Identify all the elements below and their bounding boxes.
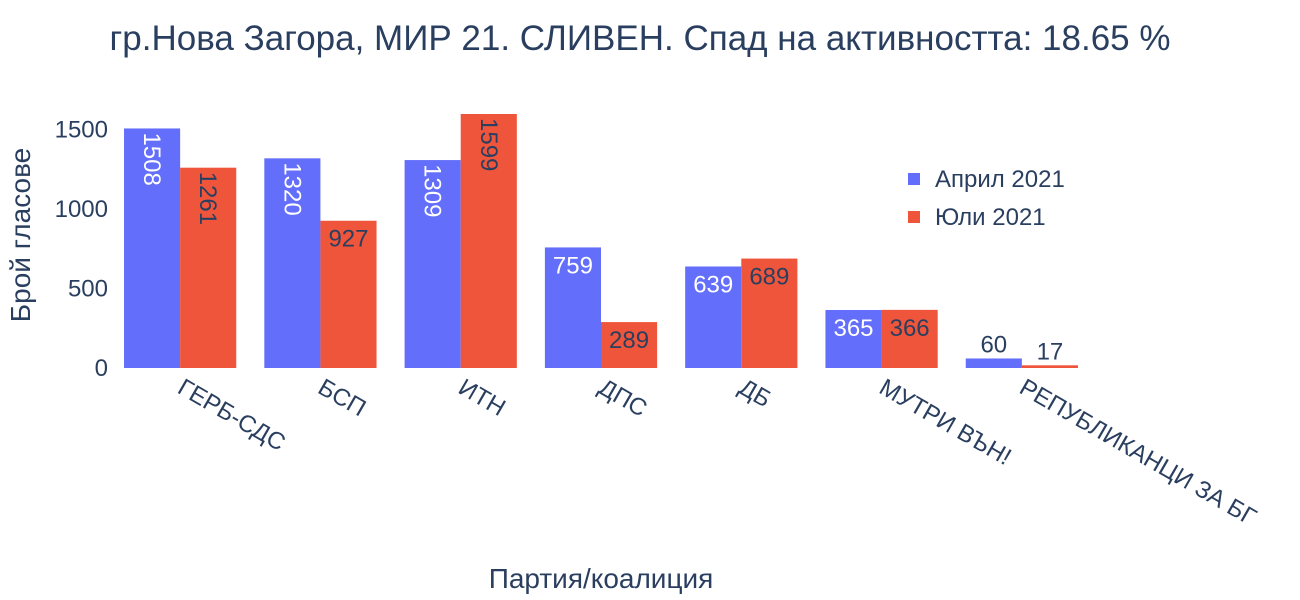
x-axis-title: Партия/коалиция xyxy=(489,563,714,594)
bar xyxy=(404,160,461,368)
bar-value-label: 60 xyxy=(980,331,1007,358)
bar-value-label: 1261 xyxy=(194,172,221,225)
bar xyxy=(124,128,181,368)
legend-swatch xyxy=(908,211,920,223)
chart-title: гр.Нова Загора, МИР 21. СЛИВЕН. Спад на … xyxy=(110,19,1171,58)
x-axis: ГЕРБ-СДС БСП ИТН ДПС ДБ МУТРИ ВЪН! РЕПУБЛИКАНЦ… xyxy=(173,374,1260,531)
x-tick-label: БСП xyxy=(313,374,370,422)
bar xyxy=(825,310,882,368)
bar xyxy=(180,167,237,368)
y-tick-label: 1000 xyxy=(55,196,108,223)
y-tick-label: 500 xyxy=(68,276,108,303)
bar-value-label: 1309 xyxy=(419,164,446,217)
bar-value-label: 759 xyxy=(553,252,593,279)
y-axis-title: Брой гласове xyxy=(5,148,36,322)
x-tick-label: РЕПУБЛИКАНЦИ ЗА БГ xyxy=(1015,374,1261,531)
y-tick-label: 1500 xyxy=(55,117,108,144)
bar-labels: 1508 1261 1320 927 1309 1599 759 289 639 689 365 36… xyxy=(138,118,1063,365)
bar xyxy=(544,247,601,368)
bar-value-label: 927 xyxy=(328,226,368,253)
legend-label: Юли 2021 xyxy=(935,204,1046,231)
bar xyxy=(264,158,321,368)
x-tick-label: ИТН xyxy=(454,374,510,422)
legend: Април 2021 Юли 2021 xyxy=(908,166,1065,231)
bar xyxy=(741,258,798,368)
bar-value-label: 365 xyxy=(833,315,873,342)
bar-value-label: 366 xyxy=(890,315,930,342)
y-tick-label: 0 xyxy=(95,355,108,382)
bar xyxy=(965,358,1022,368)
x-tick-label: ГЕРБ-СДС xyxy=(173,374,290,457)
bar-value-label: 1599 xyxy=(475,118,502,171)
bar xyxy=(320,220,377,368)
bar-value-label: 1320 xyxy=(278,162,305,215)
bar xyxy=(1021,365,1078,368)
bar-value-label: 639 xyxy=(693,271,733,298)
bars xyxy=(124,114,1078,368)
bar xyxy=(685,266,742,368)
bar xyxy=(460,114,517,368)
y-axis: 0 500 1000 1500 xyxy=(55,117,108,382)
bar xyxy=(601,322,658,368)
legend-label: Април 2021 xyxy=(935,166,1065,193)
bar-value-label: 17 xyxy=(1037,338,1064,365)
x-tick-label: МУТРИ ВЪН! xyxy=(875,374,1016,471)
x-tick-label: ДПС xyxy=(594,374,652,423)
bar-value-label: 689 xyxy=(749,264,789,291)
bar-value-label: 1508 xyxy=(138,132,165,185)
legend-swatch xyxy=(908,173,920,185)
x-tick-label: ДБ xyxy=(734,374,775,413)
bar xyxy=(881,309,938,368)
bar-value-label: 289 xyxy=(609,327,649,354)
